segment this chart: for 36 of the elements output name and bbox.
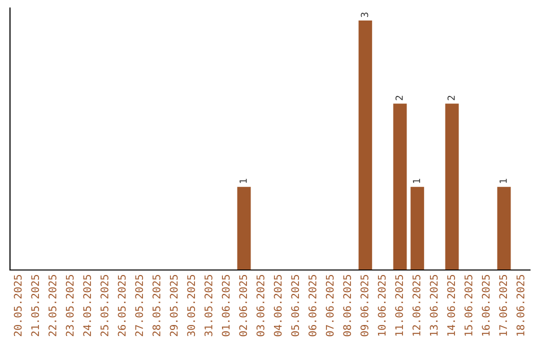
x-tick-label: 20.05.2025	[14, 275, 22, 336]
x-tick-label: 29.05.2025	[170, 275, 178, 336]
x-tick-label: 02.06.2025	[239, 275, 248, 336]
x-tick-label: 09.06.2025	[360, 275, 368, 336]
x-tick-label: 21.05.2025	[31, 275, 40, 336]
data-label: 1	[412, 178, 420, 183]
x-tick-label: 27.05.2025	[135, 275, 144, 336]
x-tick-label: 05.06.2025	[291, 275, 300, 336]
x-tick-label: 25.05.2025	[100, 275, 108, 336]
x-tick-label: 10.06.2025	[378, 275, 386, 336]
x-tick-label: 26.05.2025	[118, 275, 126, 336]
x-tick-label: 14.06.2025	[447, 275, 456, 336]
x-tick-label: 23.05.2025	[66, 275, 74, 336]
x-tick-label: 16.06.2025	[482, 275, 490, 336]
x-tick-label: 04.06.2025	[274, 275, 282, 336]
data-label: 1	[500, 178, 507, 183]
x-tick-label: 06.06.2025	[308, 275, 316, 336]
x-tick-label: 17.06.2025	[499, 275, 508, 336]
x-tick-label: 15.06.2025	[464, 275, 472, 336]
x-tick-label: 31.05.2025	[204, 275, 212, 336]
x-tick-label: 12.06.2025	[412, 275, 420, 336]
data-label: 2	[395, 96, 403, 100]
x-tick-label: 24.05.2025	[83, 275, 92, 336]
x-tick-label: 07.06.2025	[326, 275, 334, 336]
x-tick-label: 18.06.2025	[516, 275, 524, 336]
x-tick-label: 01.06.2025	[222, 275, 230, 336]
data-label: 3	[360, 12, 368, 18]
x-tick-label: 30.05.2025	[187, 275, 196, 336]
x-tick-label: 22.05.2025	[48, 275, 56, 336]
x-tick-label: 11.06.2025	[395, 275, 404, 336]
x-tick-label: 08.06.2025	[343, 275, 352, 336]
x-tick-label: 03.06.2025	[256, 275, 264, 336]
x-tick-label: 28.05.2025	[152, 275, 160, 336]
x-tick-label: 13.06.2025	[430, 275, 438, 336]
data-label: 2	[447, 96, 455, 100]
data-label: 1	[240, 178, 247, 183]
